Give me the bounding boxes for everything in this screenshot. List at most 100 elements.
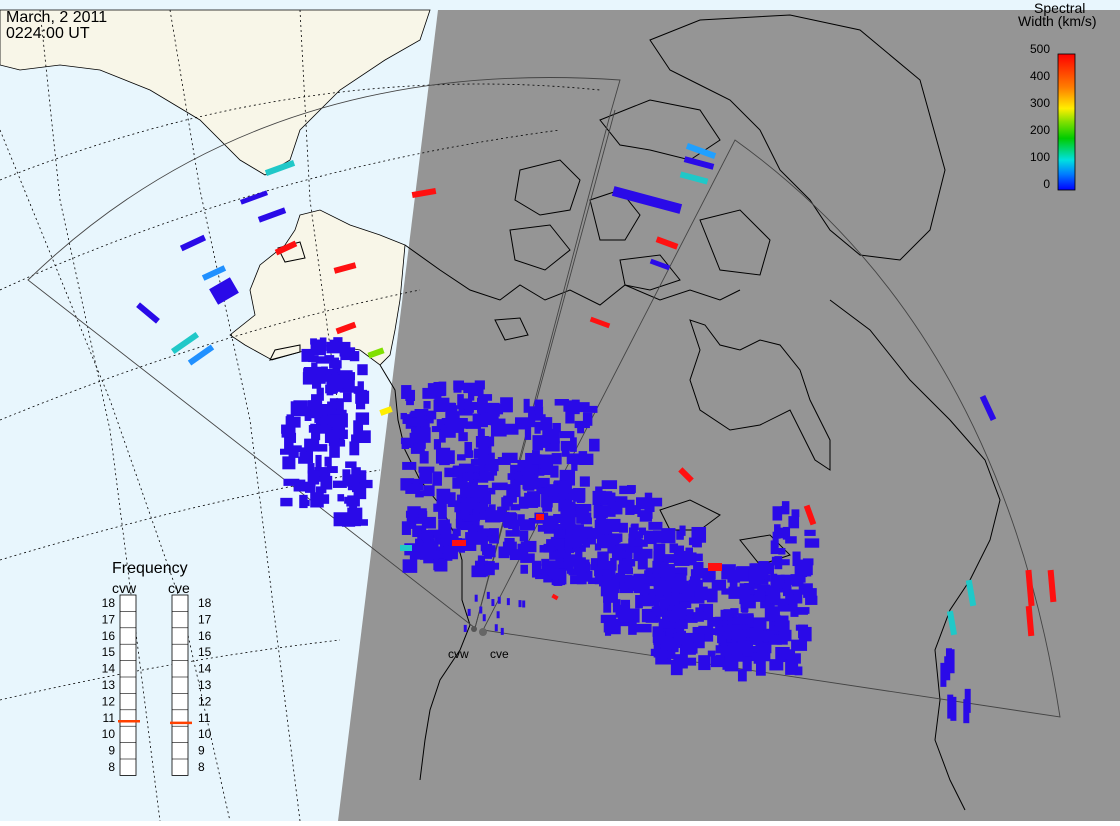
color-bar-tick-label: 400 <box>1030 69 1050 83</box>
echo-cell <box>624 577 634 589</box>
echo-cell <box>637 553 648 570</box>
echo-cell <box>489 418 506 426</box>
echo-cell <box>507 473 518 480</box>
echo-cell <box>329 443 340 458</box>
echo-cell <box>333 512 348 527</box>
echo-cell <box>308 425 318 433</box>
echo-cell <box>498 546 510 559</box>
echo-cell <box>434 391 442 407</box>
echo-cell <box>283 478 300 486</box>
echo-cell <box>595 490 602 501</box>
echo-cell <box>566 566 574 574</box>
echo-beam <box>683 156 715 170</box>
echo-cell <box>689 576 701 583</box>
echo-cell <box>541 568 553 575</box>
echo-cell <box>715 626 727 636</box>
echo-cell <box>417 439 426 449</box>
echo-cell <box>950 696 957 721</box>
echo-cell <box>733 569 749 582</box>
echo-cell <box>422 540 438 550</box>
echo-cell <box>419 451 429 464</box>
echo-cell <box>500 397 513 413</box>
echo-cell <box>307 463 315 474</box>
echo-cell <box>940 662 947 687</box>
echo-cell <box>327 384 343 392</box>
echo-cell <box>658 618 670 629</box>
echo-cell <box>695 607 704 622</box>
echo-cell <box>314 470 328 477</box>
echo-cell <box>522 600 526 608</box>
echo-cell <box>550 465 559 478</box>
echo-cell <box>677 592 692 602</box>
echo-cell <box>554 399 569 406</box>
echo-cell <box>357 364 368 376</box>
echo-cell <box>518 496 529 509</box>
echo-cell <box>357 381 364 392</box>
echo-cell <box>582 538 590 548</box>
echo-beam <box>946 610 958 636</box>
echo-beam <box>649 258 671 271</box>
frequency-tick-label: 15 <box>198 645 212 659</box>
echo-cell <box>633 549 642 562</box>
echo-cell <box>539 545 554 553</box>
echo-beam <box>264 160 296 176</box>
echo-cell <box>401 437 410 450</box>
echo-cell <box>576 571 587 585</box>
echo-cell <box>620 599 631 607</box>
echo-cell <box>771 556 781 566</box>
echo-beam <box>1025 569 1035 607</box>
echo-cell <box>470 388 484 397</box>
echo-cell <box>359 519 368 526</box>
echo-cell <box>303 368 314 385</box>
echo-cell <box>464 514 477 522</box>
echo-cell <box>474 380 485 390</box>
echo-beam <box>179 234 207 252</box>
echo-cell <box>477 394 493 401</box>
echo-cell <box>804 538 820 548</box>
echo-cell <box>791 509 800 517</box>
echo-beam <box>1047 569 1057 603</box>
echo-cell <box>446 412 460 428</box>
echo-cell <box>534 401 542 411</box>
echo-cell <box>696 634 705 642</box>
echo-cell <box>639 510 653 522</box>
echo-cell <box>793 653 801 664</box>
echo-beam <box>1025 605 1035 637</box>
echo-cell <box>288 445 302 453</box>
echo-cell <box>405 483 421 494</box>
frequency-tick-label: 18 <box>102 596 116 610</box>
echo-cell <box>612 599 621 607</box>
color-bar-tick-label: 500 <box>1030 42 1050 56</box>
echo-cell <box>452 477 468 489</box>
echo-cell <box>786 650 795 666</box>
echo-cell <box>402 417 418 424</box>
echo-cell <box>463 624 467 632</box>
echo-cell <box>603 600 612 613</box>
echo-cell <box>351 467 361 481</box>
echo-cell <box>546 539 555 547</box>
echo-cell <box>635 595 643 609</box>
echo-cell <box>755 659 766 676</box>
echo-cell <box>512 519 520 534</box>
echo-cell <box>534 421 541 434</box>
color-bar-gradient <box>1057 53 1076 191</box>
echo-cell <box>652 560 659 574</box>
frequency-tick-label: 17 <box>198 612 212 626</box>
color-bar-tick-label: 0 <box>1043 177 1050 191</box>
echo-cell <box>304 481 316 493</box>
echo-beam <box>979 394 997 422</box>
echo-cell <box>778 615 789 625</box>
echo-cell <box>559 431 575 439</box>
echo-cell <box>575 559 590 573</box>
echo-cell <box>310 492 324 508</box>
echo-cell <box>770 540 779 555</box>
echo-cell <box>552 422 561 433</box>
echo-cell <box>622 558 636 567</box>
echo-cell <box>715 645 723 654</box>
echo-cell <box>312 382 322 389</box>
echo-cell <box>667 650 676 659</box>
echo-cell <box>355 400 366 410</box>
echo-cell <box>648 521 663 530</box>
